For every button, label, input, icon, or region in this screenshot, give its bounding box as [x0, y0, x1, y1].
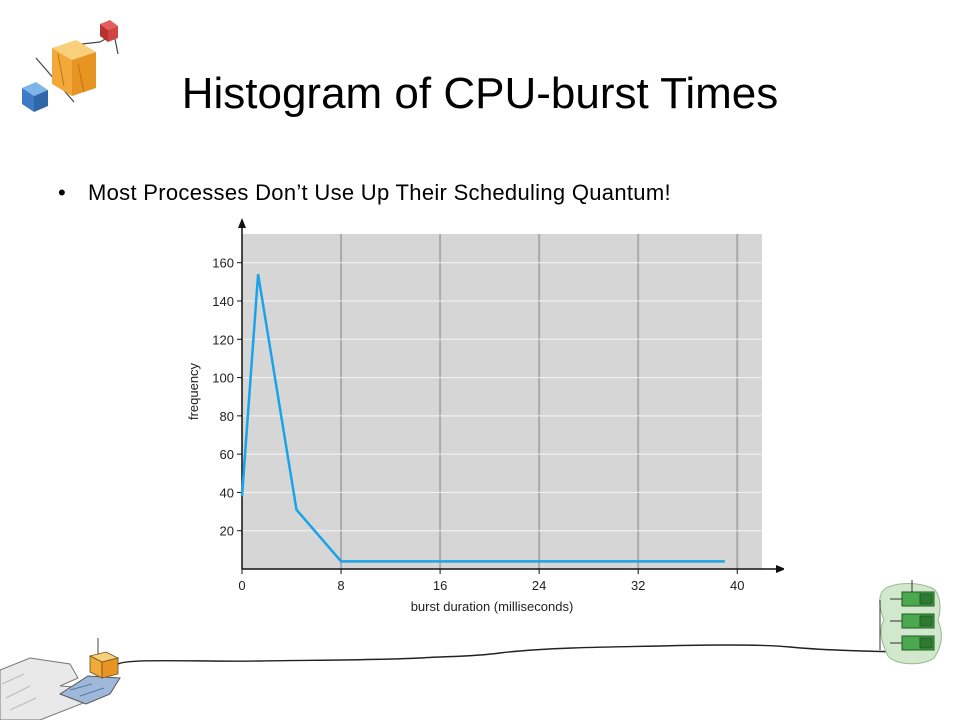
x-axis-arrow [776, 565, 786, 573]
x-tick-label: 32 [631, 578, 645, 593]
x-axis-label: burst duration (milliseconds) [411, 599, 574, 614]
y-axis-arrow [238, 218, 246, 228]
y-tick-label: 80 [220, 409, 234, 424]
y-tick-label: 100 [212, 371, 234, 386]
y-axis-label: frequency [186, 362, 201, 420]
y-tick-label: 120 [212, 332, 234, 347]
y-tick-label: 40 [220, 485, 234, 500]
x-tick-label: 40 [730, 578, 744, 593]
plot-background [242, 234, 762, 569]
slide-title: Histogram of CPU-burst Times [181, 69, 779, 118]
bullet-text: Most Processes Don’t Use Up Their Schedu… [88, 180, 671, 205]
cube-clipart-icon [22, 20, 119, 112]
x-tick-label: 8 [337, 578, 344, 593]
bullet-marker: • [58, 180, 67, 205]
y-tick-label: 20 [220, 524, 234, 539]
bullet-item: • Most Processes Don’t Use Up Their Sche… [58, 178, 671, 208]
cpu-burst-chart: 0 8 16 24 32 40 20 40 60 80 100 120 140 160 burst dur… [184, 214, 786, 616]
x-tick-label: 0 [238, 578, 245, 593]
y-tick-label: 140 [212, 294, 234, 309]
y-tick-label: 60 [220, 447, 234, 462]
hand-holding-box-icon [0, 638, 121, 720]
x-tick-label: 24 [532, 578, 546, 593]
chart-svg: 0 8 16 24 32 40 20 40 60 80 100 120 140 160 burst dur… [186, 218, 786, 614]
stacked-boxes-icon [879, 580, 942, 665]
y-tick-label: 160 [212, 256, 234, 271]
hand-drawn-line [117, 644, 901, 665]
x-tick-label: 16 [433, 578, 447, 593]
